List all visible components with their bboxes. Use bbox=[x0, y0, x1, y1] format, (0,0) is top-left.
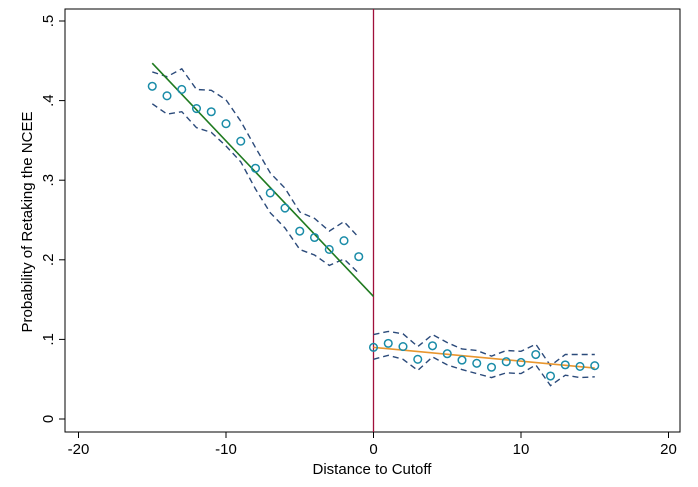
y-tick-label: .3 bbox=[40, 174, 57, 187]
y-tick-label: .1 bbox=[40, 333, 57, 346]
data-point bbox=[427, 341, 438, 351]
y-axis: 0 .1 .2 .3 .4 .5 bbox=[40, 15, 65, 423]
x-tick-label: 10 bbox=[513, 441, 530, 458]
ci-left-upper bbox=[152, 67, 360, 238]
data-point bbox=[177, 84, 187, 95]
y-axis-label: Probability of Retaking the NCEE bbox=[19, 112, 36, 333]
x-axis-label: Distance to Cutoff bbox=[313, 461, 433, 478]
bin-means bbox=[147, 81, 600, 381]
data-point bbox=[162, 91, 172, 101]
data-point bbox=[265, 188, 275, 198]
data-point bbox=[191, 104, 202, 114]
data-point bbox=[575, 361, 585, 372]
y-tick-label: 0 bbox=[40, 415, 57, 423]
fit-line-right bbox=[373, 346, 595, 369]
data-point bbox=[545, 371, 556, 381]
data-point bbox=[442, 349, 452, 359]
x-axis: -20 -10 0 10 20 bbox=[68, 432, 677, 458]
data-point bbox=[486, 362, 497, 372]
data-point bbox=[206, 107, 216, 117]
fit-line-left bbox=[151, 62, 375, 297]
data-point bbox=[280, 203, 290, 213]
data-point bbox=[339, 236, 349, 246]
data-point bbox=[383, 338, 393, 348]
data-point bbox=[354, 252, 364, 262]
confidence-bands bbox=[151, 67, 595, 387]
x-tick-label: -20 bbox=[68, 441, 90, 458]
data-point bbox=[368, 342, 379, 352]
x-tick-label: -10 bbox=[215, 441, 237, 458]
y-tick-label: .2 bbox=[40, 254, 57, 267]
data-point bbox=[398, 342, 408, 352]
data-point bbox=[309, 232, 320, 243]
data-point bbox=[236, 136, 246, 146]
data-point bbox=[472, 358, 482, 368]
fit-lines bbox=[151, 62, 595, 369]
data-point bbox=[295, 226, 305, 236]
data-point bbox=[147, 81, 157, 91]
data-point bbox=[324, 244, 334, 255]
ci-right-upper bbox=[373, 330, 595, 367]
data-point bbox=[501, 357, 511, 367]
y-tick-label: .4 bbox=[40, 94, 57, 107]
ci-right-lower bbox=[373, 354, 595, 387]
data-point bbox=[413, 354, 423, 364]
ci-left-lower bbox=[151, 103, 360, 274]
data-point bbox=[560, 360, 570, 370]
data-point bbox=[531, 349, 541, 360]
data-point bbox=[250, 163, 261, 173]
x-tick-label: 0 bbox=[369, 441, 377, 458]
y-tick-label: .5 bbox=[40, 15, 57, 28]
x-tick-label: 20 bbox=[660, 441, 677, 458]
data-point bbox=[516, 357, 526, 368]
plot-frame bbox=[64, 8, 681, 433]
data-point bbox=[590, 361, 600, 371]
data-point bbox=[457, 355, 467, 365]
data-point bbox=[221, 119, 231, 129]
